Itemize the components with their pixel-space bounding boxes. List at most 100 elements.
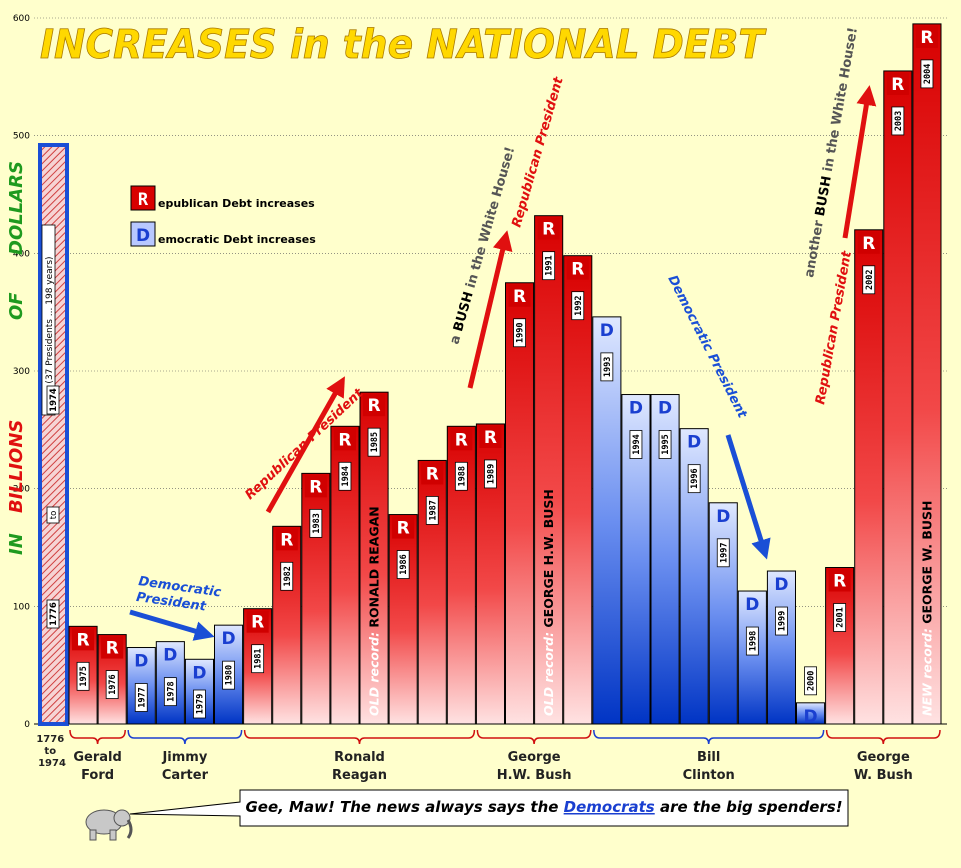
y-axis-label: IN BILLIONS OF DOLLARS <box>6 161 27 555</box>
bar-group-1982: R 1982 <box>272 525 302 725</box>
bar-year-label-1998: 1998 <box>745 626 759 656</box>
bar-year-label-1991: 1991 <box>542 251 556 281</box>
bar-1990 <box>505 282 535 725</box>
bar-group-1989: R 1989 <box>475 423 505 725</box>
bar-letter-2004: R <box>920 28 933 48</box>
annotation-clinton-arrow <box>725 434 771 560</box>
bracket-0 <box>69 729 126 745</box>
democrats-link[interactable]: Democrats <box>564 798 655 816</box>
bar-group-2003: R 2003 <box>883 70 913 725</box>
bar-letter-box-1989 <box>479 425 502 448</box>
svg-text:(37 Presidents ... 198 years): (37 Presidents ... 198 years) <box>45 256 55 383</box>
bar-year-label-1981: 1981 <box>251 644 265 674</box>
svg-text:1976: 1976 <box>108 674 118 694</box>
bar-letter-box-1985 <box>363 394 386 417</box>
annotation-bush2-red: Republican President <box>813 249 855 405</box>
ylabel-of: OF <box>6 292 27 320</box>
bar-group-1988: R 1988 <box>446 425 476 725</box>
legend-label-r: epublican Debt increases <box>158 197 315 210</box>
y-tick-300: 300 <box>13 367 30 377</box>
svg-text:2004: 2004 <box>923 64 933 84</box>
annotation-bush1-red: Republican President <box>509 75 566 229</box>
svg-text:1977: 1977 <box>137 687 147 707</box>
bar-letter-box-1983 <box>304 475 327 498</box>
svg-text:1978: 1978 <box>166 681 176 701</box>
bracket-1 <box>127 729 243 745</box>
bar-year-label-1985: 1985 <box>367 427 381 457</box>
annotation-bush2-gray: another BUSH in the White House! <box>802 26 861 278</box>
bar-group-1993: D 1993 <box>592 316 622 725</box>
bar-1999 <box>766 570 797 725</box>
bar-letter-box-1975 <box>72 628 95 651</box>
annotation-bush1-arrow <box>467 230 513 389</box>
president-label-4: Bill Clinton <box>683 750 735 783</box>
svg-text:1997: 1997 <box>719 543 729 563</box>
bar-letter-1984: R <box>338 430 351 450</box>
bar-letter-1993: D <box>600 321 614 341</box>
bar-year-label-1990: 1990 <box>513 318 526 348</box>
bar-1992 <box>563 255 593 725</box>
bar-year-label-2001: 2001 <box>833 603 847 632</box>
svg-text:1987: 1987 <box>428 500 438 520</box>
bar-year-label-1994: 1994 <box>629 430 643 459</box>
bar-letter-1980: D <box>221 629 235 649</box>
y-tick-400: 400 <box>13 249 30 259</box>
first-bar-label-range: (37 Presidents ... 198 years) <box>41 224 56 416</box>
legend-swatch-d <box>130 221 156 247</box>
bar-1991 <box>534 215 564 725</box>
svg-text:1992: 1992 <box>574 295 584 315</box>
bar-2002 <box>854 229 884 725</box>
ylabel-billions: BILLIONS <box>6 420 27 513</box>
bar-year-label-1976: 1976 <box>105 670 119 699</box>
chart-title: INCREASES in the NATIONAL DEBT <box>40 22 767 68</box>
bar-letter-1997: D <box>716 507 730 527</box>
bar-year-label-2004: 2004 <box>920 59 934 89</box>
svg-text:1991: 1991 <box>545 255 555 275</box>
first-bar-xlabel: 1776 to 1974 <box>36 734 67 769</box>
svg-text:1986: 1986 <box>399 554 409 574</box>
bar-year-label-1997: 1997 <box>716 538 730 568</box>
ylabel-in: IN <box>6 533 27 555</box>
bar-group-1991: R 1991 <box>534 215 564 725</box>
legend: R epublican Debt increases D emocratic D… <box>130 185 316 247</box>
bar-group-1977: D 1977 <box>126 647 156 725</box>
bar-group-1983: R 1983 <box>301 472 331 725</box>
bar-letter-box-1981 <box>246 610 269 633</box>
first-bar-label-to: to <box>46 506 60 524</box>
svg-text:1989: 1989 <box>486 464 496 484</box>
svg-text:2002: 2002 <box>865 270 875 290</box>
bar-year-label-1978: 1978 <box>163 677 177 707</box>
bar-year-label-1987: 1987 <box>425 496 439 525</box>
bar-letter-1978: D <box>163 646 177 666</box>
bar-group-2001: R 2001 <box>825 567 855 725</box>
bar-group-1976: R 1976 <box>97 634 127 725</box>
bar-group-1995: D 1995 <box>650 394 680 725</box>
bar-group-1979: D 1979 <box>184 658 214 725</box>
annotation-carter: Democratic President <box>129 574 222 641</box>
bar-year-label-1979: 1979 <box>193 689 206 719</box>
bar-letter-1985: R <box>368 396 381 416</box>
bar-letter-box-2004 <box>915 25 938 48</box>
bar-annotation-2: NEW record: GEORGE W. BUSH <box>919 501 934 716</box>
legend-entry-republican: R epublican Debt increases <box>130 185 315 211</box>
svg-text:to: to <box>49 511 59 520</box>
svg-text:1995: 1995 <box>661 434 671 454</box>
svg-text:2003: 2003 <box>894 111 904 131</box>
bar-group-1992: R 1992 <box>563 255 593 725</box>
y-tick-500: 500 <box>13 132 30 142</box>
bar-1986 <box>388 514 418 725</box>
bar-letter-1994: D <box>629 399 643 419</box>
bar-group-1999: D 1999 <box>766 570 797 725</box>
bar-year-label-1983: 1983 <box>309 508 323 538</box>
svg-text:2001: 2001 <box>836 607 846 627</box>
svg-text:1988: 1988 <box>457 466 467 486</box>
bracket-5 <box>825 729 941 745</box>
bar-1997 <box>708 502 738 725</box>
bar-group-1984: R 1984 <box>330 425 360 725</box>
bar-group-1994: D 1994 <box>621 394 651 725</box>
bar-group-1998: D 1998 <box>737 590 767 725</box>
annotation-carter-arrow <box>129 609 215 641</box>
bar-year-label-1999: 1999 <box>775 606 788 636</box>
bar-letter-box-2002 <box>857 231 880 254</box>
footnote-bubble: Gee, Maw! The news always says the Democ… <box>129 789 849 827</box>
